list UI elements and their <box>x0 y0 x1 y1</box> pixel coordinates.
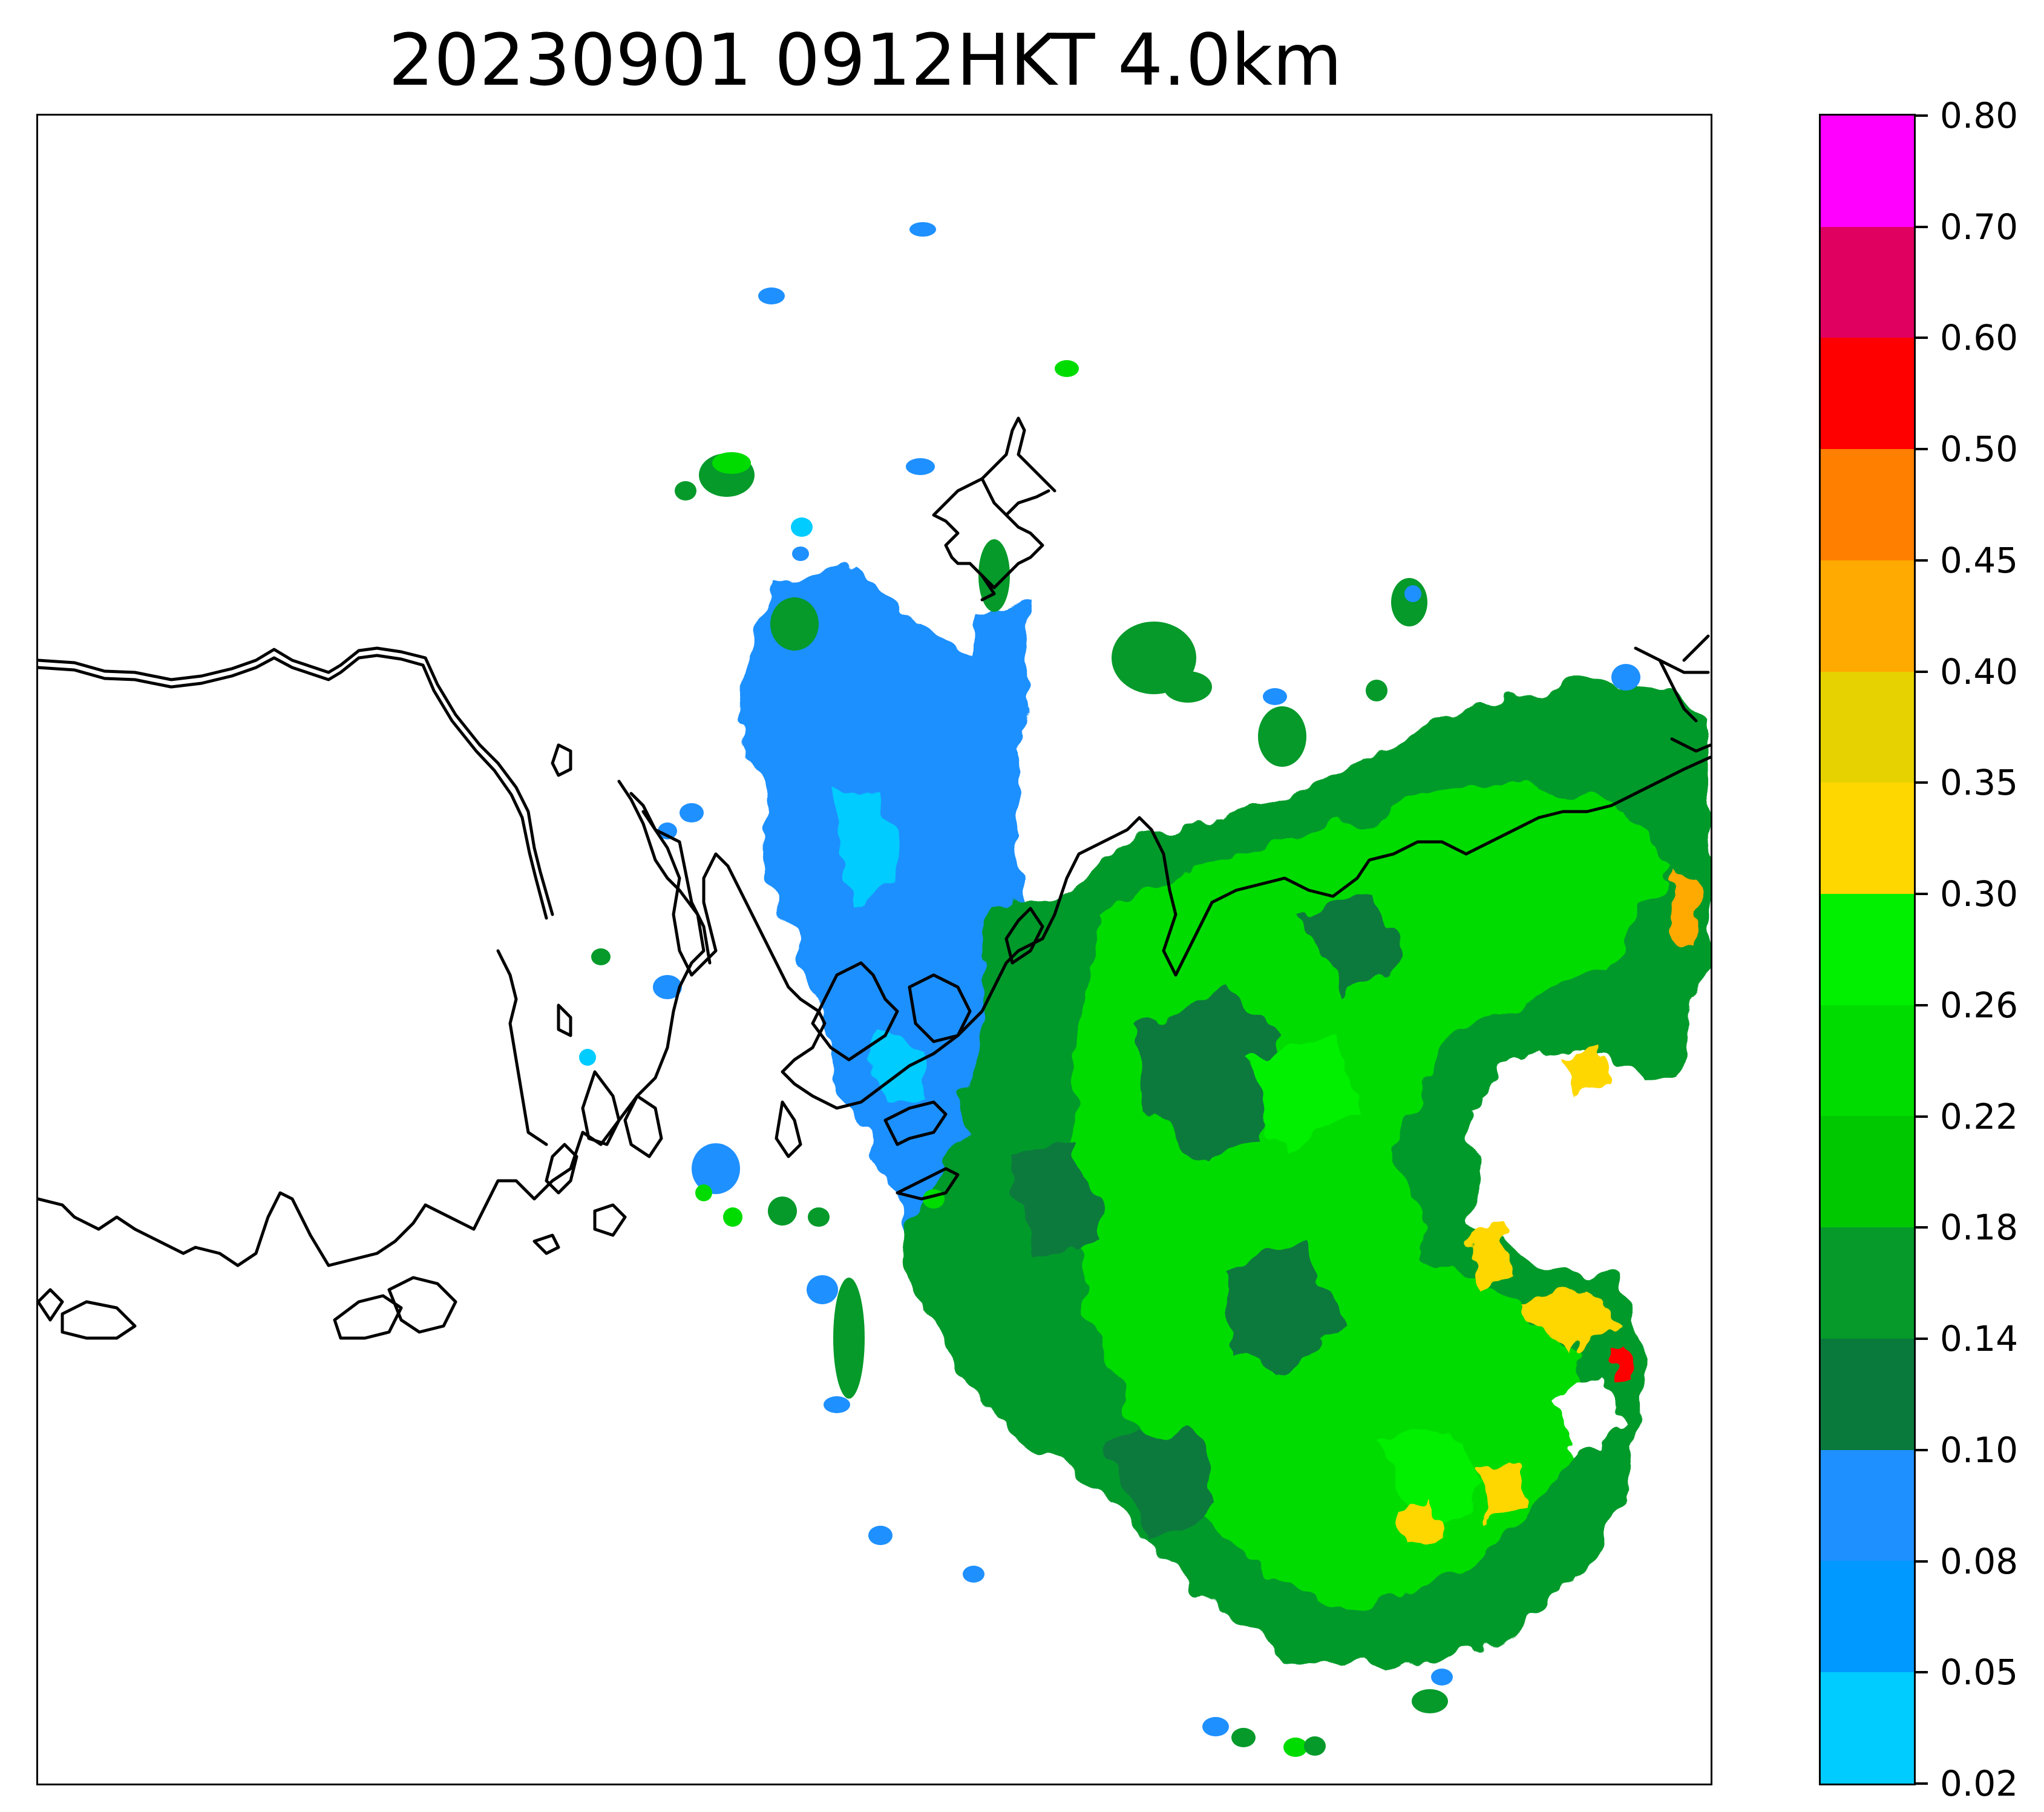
colorbar-tick-mark <box>1916 1448 1928 1451</box>
colorbar-tick-mark <box>1916 893 1928 896</box>
colorbar-segment <box>1821 894 1914 1005</box>
colorbar-tick-label: 0.40 <box>1940 651 2019 692</box>
echo-free-gap <box>1478 1048 1672 1459</box>
colorbar-segment <box>1821 1449 1914 1561</box>
colorbar-tick-mark <box>1916 448 1928 451</box>
colorbar-tick-mark <box>1916 225 1928 228</box>
colorbar-tick-mark <box>1916 1338 1928 1341</box>
colorbar-tick-label: 0.05 <box>1940 1652 2019 1693</box>
colorbar-tick-label: 0.10 <box>1940 1429 2019 1471</box>
colorbar-tick-label: 0.14 <box>1940 1318 2019 1360</box>
radar-map-panel <box>36 114 1712 1785</box>
colorbar-tick-mark <box>1916 1115 1928 1118</box>
colorbar-tick-mark <box>1916 114 1928 117</box>
colorbar <box>1819 114 1916 1785</box>
colorbar-tick-label: 0.70 <box>1940 206 2019 248</box>
colorbar-tick-label: 0.26 <box>1940 984 2019 1026</box>
echo-main-green-region <box>909 684 1711 1677</box>
colorbar-tick-mark <box>1916 1671 1928 1674</box>
colorbar-tick-mark <box>1916 1782 1928 1785</box>
colorbar-tick-label: 0.45 <box>1940 539 2019 581</box>
echo-low-blue-region <box>740 563 1030 1253</box>
colorbar-segment <box>1821 1338 1914 1450</box>
colorbar-tick-mark <box>1916 336 1928 340</box>
colorbar-segment <box>1821 449 1914 560</box>
colorbar-tick-label: 0.02 <box>1940 1763 2019 1804</box>
colorbar-tick-label: 0.80 <box>1940 95 2019 136</box>
colorbar-tick-mark <box>1916 1226 1928 1229</box>
echo-high-yellow-cells <box>1394 866 1696 1544</box>
colorbar-tick-mark <box>1916 781 1928 784</box>
colorbar-segment <box>1821 560 1914 672</box>
colorbar-tick-mark <box>1916 670 1928 673</box>
colorbar-tick-mark <box>1916 559 1928 562</box>
colorbar-segment <box>1821 338 1914 450</box>
colorbar-ticks: 0.02 0.05 0.08 0.10 0.14 0.18 0.22 0.26 0.30 0.35… <box>1916 95 2043 1804</box>
colorbar-tick-mark <box>1916 1003 1928 1006</box>
colorbar-segment <box>1821 1672 1914 1784</box>
colorbar-segment <box>1821 226 1914 338</box>
colorbar-segment <box>1821 1005 1914 1117</box>
colorbar-segment <box>1821 671 1914 783</box>
colorbar-tick-label: 0.30 <box>1940 873 2019 915</box>
radar-map-canvas <box>38 222 1711 1757</box>
colorbar-tick-label: 0.22 <box>1940 1095 2019 1137</box>
colorbar-segment <box>1821 1116 1914 1228</box>
colorbar-segment <box>1821 1561 1914 1673</box>
colorbar-segment <box>1821 116 1914 227</box>
colorbar-tick-label: 0.35 <box>1940 762 2019 804</box>
colorbar-tick-label: 0.60 <box>1940 317 2019 359</box>
colorbar-tick-mark <box>1916 1560 1928 1563</box>
colorbar-tick-label: 0.50 <box>1940 428 2019 470</box>
colorbar-tick-label: 0.08 <box>1940 1540 2019 1582</box>
coastline-layer <box>38 416 1711 1340</box>
colorbar-segment <box>1821 783 1914 895</box>
colorbar-tick-label: 0.18 <box>1940 1207 2019 1249</box>
echo-scattered-cells <box>579 222 1640 1757</box>
colorbar-segment <box>1821 1227 1914 1339</box>
map-title: 20230901 0912HKT 4.0km <box>388 18 1342 102</box>
